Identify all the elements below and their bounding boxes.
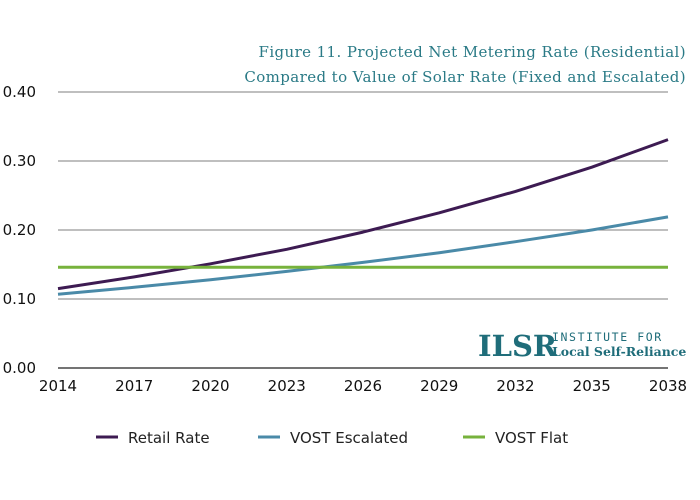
y-tick-label: 0.40: [3, 83, 36, 101]
logo-mark: ILSR: [478, 329, 558, 363]
legend-label-vost-flat: VOST Flat: [495, 429, 568, 447]
x-axis-ticks: 2014 2017 2020 2023 2026 2029 2032 2035 2038: [39, 377, 687, 395]
gridlines: [58, 91, 668, 369]
x-tick-label: 2038: [649, 377, 687, 395]
x-tick-label: 2032: [496, 377, 534, 395]
x-tick-label: 2014: [39, 377, 77, 395]
chart-title-line2: Compared to Value of Solar Rate (Fixed a…: [244, 68, 686, 86]
ilsr-logo: ILSR INSTITUTE FOR Local Self-Reliance: [478, 329, 686, 363]
x-tick-label: 2020: [191, 377, 229, 395]
y-tick-label: 0.10: [3, 290, 36, 308]
y-axis-ticks: 0.00 0.10 0.20 0.30 0.40: [3, 83, 36, 377]
logo-line1: INSTITUTE FOR: [552, 330, 663, 344]
logo-line2: Local Self-Reliance: [552, 344, 686, 359]
y-tick-label: 0.00: [3, 359, 36, 377]
series-lines: [57, 138, 669, 296]
legend-label-retail-rate: Retail Rate: [128, 429, 210, 447]
x-tick-label: 2029: [420, 377, 458, 395]
series-line-vost-escalated: [57, 215, 669, 296]
y-tick-label: 0.30: [3, 152, 36, 170]
x-tick-label: 2035: [573, 377, 611, 395]
series-line-retail-rate: [57, 138, 669, 291]
legend-label-vost-escalated: VOST Escalated: [290, 429, 408, 447]
x-tick-label: 2023: [268, 377, 306, 395]
legend: Retail Rate VOST Escalated VOST Flat: [96, 429, 568, 447]
y-tick-label: 0.20: [3, 221, 36, 239]
chart-title-line1: Figure 11. Projected Net Metering Rate (…: [259, 43, 686, 61]
x-tick-label: 2026: [344, 377, 382, 395]
x-tick-label: 2017: [115, 377, 153, 395]
